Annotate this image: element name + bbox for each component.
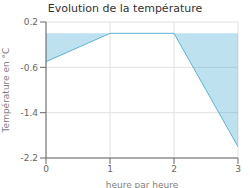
svg-text:Température en °C: Température en °C — [8, 48, 11, 134]
svg-text:-1.4: -1.4 — [20, 108, 38, 118]
svg-text:1: 1 — [107, 164, 113, 174]
svg-text:-0.6: -0.6 — [20, 63, 38, 73]
svg-text:0: 0 — [43, 164, 49, 174]
svg-text:heure par heure: heure par heure — [106, 180, 179, 188]
svg-text:2: 2 — [171, 164, 177, 174]
svg-text:-2.2: -2.2 — [20, 153, 38, 163]
html-text:Evolution de la température: Evolution de la température — [47, 2, 203, 15]
svg-text:3: 3 — [235, 164, 241, 174]
svg-text:0.2: 0.2 — [24, 18, 38, 27]
